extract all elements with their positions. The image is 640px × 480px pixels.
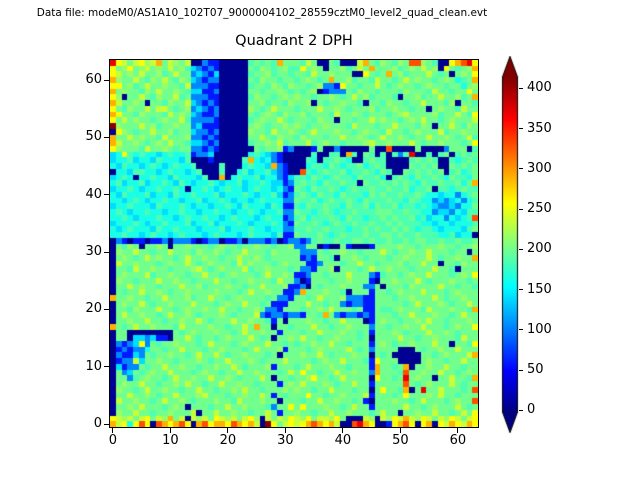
y-axis-tick <box>104 308 109 310</box>
x-axis-tick <box>112 428 114 433</box>
y-axis-tick <box>104 251 109 253</box>
y-axis-tick-label: 50 <box>85 129 102 145</box>
x-axis-tick-label: 40 <box>334 433 352 448</box>
data-file-label: Data file: modeM0/AS1A10_102T07_90000041… <box>36 7 488 19</box>
y-axis-tick-label: 60 <box>85 72 102 88</box>
colorbar <box>501 56 519 434</box>
y-axis-tick <box>104 423 109 425</box>
colorbar-tick-label: 50 <box>527 362 544 378</box>
colorbar-tick <box>519 168 523 170</box>
dph-heatmap <box>110 60 478 427</box>
colorbar-tick-label: 150 <box>527 281 552 297</box>
x-axis-tick <box>284 428 286 433</box>
y-axis-tick-label: 0 <box>93 416 102 432</box>
colorbar-tick <box>519 289 523 291</box>
y-axis-tick <box>104 79 109 81</box>
x-axis-tick <box>399 428 401 433</box>
colorbar-tick-label: 400 <box>527 80 552 96</box>
colorbar-tick-label: 200 <box>527 241 552 257</box>
colorbar-tick <box>519 369 523 371</box>
x-axis-tick <box>457 428 459 433</box>
x-axis-tick-label: 10 <box>162 433 179 448</box>
y-axis-tick-label: 10 <box>85 358 102 374</box>
x-axis-tick <box>342 428 344 433</box>
x-axis-tick-label: 20 <box>219 433 237 448</box>
colorbar-tick <box>519 208 523 210</box>
y-axis-tick <box>104 366 109 368</box>
y-axis-tick-label: 20 <box>85 301 102 317</box>
colorbar-tick <box>519 409 523 411</box>
x-axis-tick-label: 60 <box>449 433 467 448</box>
y-axis-tick <box>104 136 109 138</box>
y-axis-tick-label: 40 <box>85 186 102 202</box>
plot-area <box>109 59 479 428</box>
colorbar-tick <box>519 87 523 89</box>
x-axis-tick <box>227 428 229 433</box>
colorbar-tick <box>519 329 523 331</box>
x-axis-tick-label: 50 <box>392 433 409 448</box>
y-axis-tick <box>104 194 109 196</box>
x-axis-tick <box>169 428 171 433</box>
y-axis-tick-label: 30 <box>85 244 102 260</box>
colorbar-tick-label: 100 <box>527 321 552 337</box>
colorbar-tick-label: 250 <box>527 201 552 217</box>
x-axis-tick-label: 0 <box>108 433 118 448</box>
colorbar-tick-label: 300 <box>527 160 552 176</box>
colorbar-tick <box>519 128 523 130</box>
colorbar-tick <box>519 248 523 250</box>
colorbar-tick-label: 350 <box>527 120 552 136</box>
x-axis-tick-label: 30 <box>277 433 294 448</box>
page-title: Quadrant 2 DPH <box>235 33 353 49</box>
colorbar-tick-label: 0 <box>527 402 536 418</box>
